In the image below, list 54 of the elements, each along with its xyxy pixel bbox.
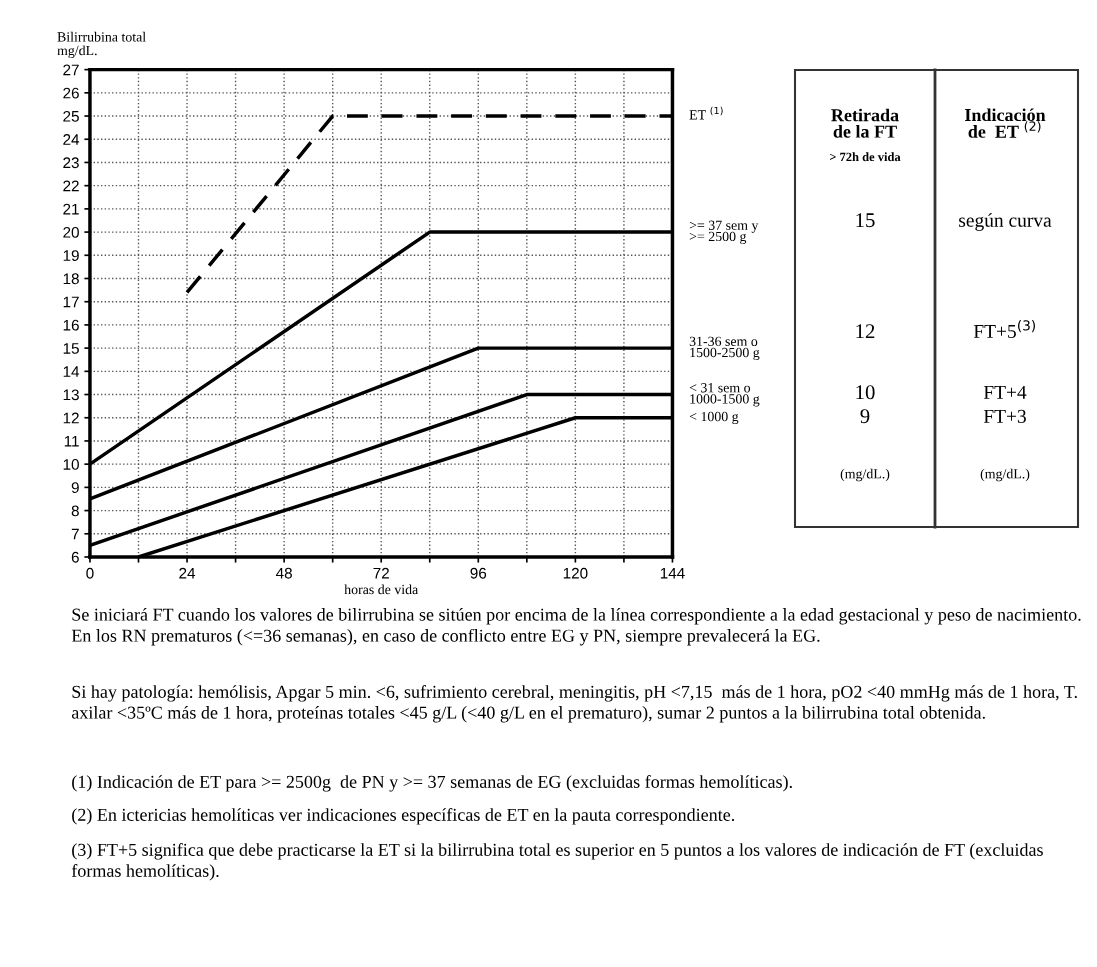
- text: (mg/dL.): [840, 468, 890, 482]
- y-tick-label: 19: [63, 250, 79, 261]
- text: FT+5$^{(3)}$: [973, 320, 1035, 338]
- text: (3) FT+5 significa que debe practicarse la ET si la bilirrubina total es superior en 5 puntos a los valores de indicación de FT (excluidas formas hemolíticas).: [71, 843, 1043, 881]
- text: 9: [860, 409, 870, 424]
- text: (2) En ictericias hemolíticas ver indicaciones específicas de ET en la pauta correspondiente.: [72, 808, 735, 825]
- y-tick-label: 22: [63, 180, 79, 192]
- x-axis-title: horas de vida: [344, 584, 419, 595]
- text: Si hay patología: hemólisis, Apgar 5 min. <6, sufrimiento cerebral, meningitis, pH <7,15 más de 1 hora, pO2 <40 mmHg más de 1 hora, T. axilar <35ºC más de 1 hora, proteínas totales <45 g/L (<40 g/L en el prematuro), sumar 2 puntos a la bilirrubina total obtenida.: [71, 685, 1077, 723]
- x-tick-label: 72: [373, 567, 389, 579]
- text: según curva: [959, 213, 1052, 231]
- y-tick-label: 26: [63, 87, 79, 99]
- series-label: 31-36 sem o 1500-2500 g: [689, 336, 760, 361]
- y-tick-label: 8: [71, 505, 79, 517]
- y-tick-label: 23: [63, 157, 79, 169]
- x-tick-label: 48: [275, 567, 292, 579]
- y-tick-label: 11: [64, 435, 79, 447]
- text: 15: [856, 213, 875, 228]
- text: 10: [856, 385, 875, 400]
- y-tick-label: 7: [71, 528, 79, 540]
- text: 12: [856, 324, 875, 339]
- x-tick-label: 144: [660, 567, 685, 579]
- y-tick-label: 9: [71, 482, 79, 494]
- text: (1) Indicación de ET para >= 2500g de PN y >= 37 semanas de EG (excluidas formas hemolíticas).: [72, 775, 792, 792]
- y-tick-label: 16: [63, 319, 79, 331]
- text: FT+4: [983, 385, 1027, 399]
- text: Se iniciará FT cuando los valores de bilirrubina se sitúen por encima de la línea correspondiente a la edad gestacional y peso de nacimiento. En los RN prematuros (<=36 semanas), en caso de conflicto entre EG y PN, siempre prevalecerá la EG.: [71, 608, 1081, 646]
- y-tick-label: 25: [63, 110, 79, 122]
- text: (mg/dL.): [980, 468, 1030, 482]
- y-tick-label: 24: [63, 134, 80, 145]
- series-label: ET $^{(1)}$: [689, 106, 723, 120]
- y-tick-label: 14: [63, 366, 80, 377]
- text: Retirada de la FT: [831, 108, 899, 138]
- y-tick-label: 27: [63, 64, 79, 76]
- text: FT+3: [983, 409, 1026, 423]
- x-tick-label: 96: [470, 567, 487, 579]
- y-tick-label: 21: [63, 203, 79, 215]
- x-tick-label: 0: [86, 567, 94, 579]
- y-tick-label: 13: [63, 389, 79, 401]
- y-tick-label: 10: [63, 459, 79, 470]
- series-label: >= 37 sem y >= 2500 g: [689, 220, 759, 244]
- x-tick-label: 24: [179, 567, 196, 579]
- y-tick-label: 12: [63, 412, 79, 424]
- text: Indicación de ET $^{(2)}$: [964, 108, 1046, 138]
- y-axis-title: Bilirrubina total mg/dL.: [57, 31, 146, 59]
- series-label: < 31 sem o 1000-1500 g: [689, 383, 760, 407]
- y-tick-label: 18: [63, 273, 79, 285]
- x-tick-label: 120: [563, 567, 588, 579]
- y-tick-label: 15: [63, 343, 79, 354]
- series-label: < 1000 g: [689, 411, 739, 425]
- text: > 72h de vida: [829, 152, 901, 162]
- y-tick-label: 6: [71, 551, 79, 563]
- y-tick-label: 17: [63, 296, 79, 308]
- y-tick-label: 20: [63, 226, 79, 238]
